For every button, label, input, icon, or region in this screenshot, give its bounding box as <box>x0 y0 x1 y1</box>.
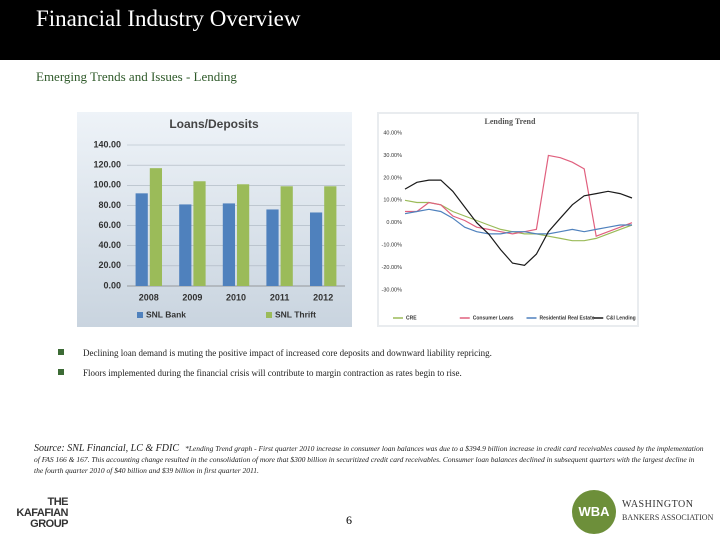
y-tick-label: 40.00% <box>383 130 402 136</box>
bar <box>309 212 323 286</box>
y-tick-label: -20.00% <box>382 265 403 271</box>
y-tick-label: -10.00% <box>382 243 403 249</box>
series-line <box>404 179 633 266</box>
logo-mark: WBA <box>572 490 616 534</box>
logo-text: BANKERS ASSOCIATION <box>622 513 714 522</box>
logo-text: WASHINGTON <box>622 499 694 510</box>
title: Financial Industry Overview <box>36 6 301 31</box>
x-tick-label: 2011 <box>270 292 290 302</box>
y-tick-label: 0.00% <box>386 220 402 226</box>
header-band: Financial Industry Overview <box>0 0 720 60</box>
series-line <box>405 154 633 238</box>
legend-label: CRE <box>406 315 417 321</box>
kafafian-logo: THE KAFAFIAN GROUP <box>8 497 68 530</box>
bar <box>135 193 148 286</box>
logo-text: THE <box>47 496 69 508</box>
chart-title: Loans/Deposits <box>169 117 259 131</box>
x-tick-label: 2009 <box>182 292 202 302</box>
source-label: Source: SNL Financial, LC & FDIC <box>34 443 179 454</box>
legend-label: Consumer Loans <box>473 315 514 321</box>
bar <box>179 204 192 286</box>
legend-label: SNL Thrift <box>275 309 316 319</box>
bullet-marker <box>58 369 64 375</box>
bar <box>222 203 235 286</box>
y-tick-label: 10.00% <box>383 198 402 204</box>
y-tick-label: 20.00 <box>98 260 121 270</box>
series-line <box>404 208 632 235</box>
y-tick-label: 30.00% <box>383 153 402 159</box>
subtitle: Emerging Trends and Issues - Lending <box>36 69 237 84</box>
bar-chart: Loans/Deposits 0.00 20.00 40.00 60.00 80.00 10… <box>77 112 352 327</box>
source: Source: SNL Financial, LC & FDIC *Lending… <box>34 443 704 476</box>
source-note: *Lending Trend graph - First quarter 201… <box>34 444 704 475</box>
x-tick-label: 2008 <box>139 292 159 302</box>
bullet-marker <box>58 349 64 355</box>
bar <box>324 186 337 286</box>
y-tick-label: 40.00 <box>98 240 121 250</box>
line-chart: Lending Trend 40.00% 30.00% 20.00% 10.00% 0.0… <box>377 112 639 327</box>
chart-title: Lending Trend <box>485 117 536 126</box>
bullet-text: Floors implemented during the financial … <box>83 368 462 378</box>
legend-label: C&I Lending <box>606 315 635 321</box>
chart-background <box>77 112 352 327</box>
legend-swatch <box>266 312 272 318</box>
bar <box>266 209 279 286</box>
y-tick-label: 120.00 <box>93 160 121 170</box>
y-tick-label: 20.00% <box>383 175 402 181</box>
y-tick-label: 100.00 <box>93 180 121 190</box>
logo-text: GROUP <box>30 518 68 530</box>
bar <box>193 181 206 286</box>
legend-label: Residential Real Estate <box>540 315 595 321</box>
bar <box>149 168 163 286</box>
y-tick-label: 60.00 <box>98 220 121 230</box>
y-tick-label: 0.00 <box>103 280 121 290</box>
y-tick-label: -30.00% <box>382 287 403 293</box>
logo-text: KAFAFIAN <box>16 507 68 519</box>
wba-logo: WBA WASHINGTON BANKERS ASSOCIATION <box>572 490 714 534</box>
y-tick-label: 80.00 <box>98 200 121 210</box>
bar <box>237 184 250 286</box>
x-tick-label: 2010 <box>226 292 246 302</box>
bar <box>280 186 293 286</box>
legend-swatch <box>137 312 143 318</box>
legend-label: SNL Bank <box>146 309 186 319</box>
bullet-text: Declining loan demand is muting the posi… <box>83 348 492 358</box>
x-tick-label: 2012 <box>313 292 333 302</box>
y-tick-label: 140.00 <box>93 139 121 149</box>
plot-background <box>379 114 637 325</box>
page-number: 6 <box>346 513 352 527</box>
